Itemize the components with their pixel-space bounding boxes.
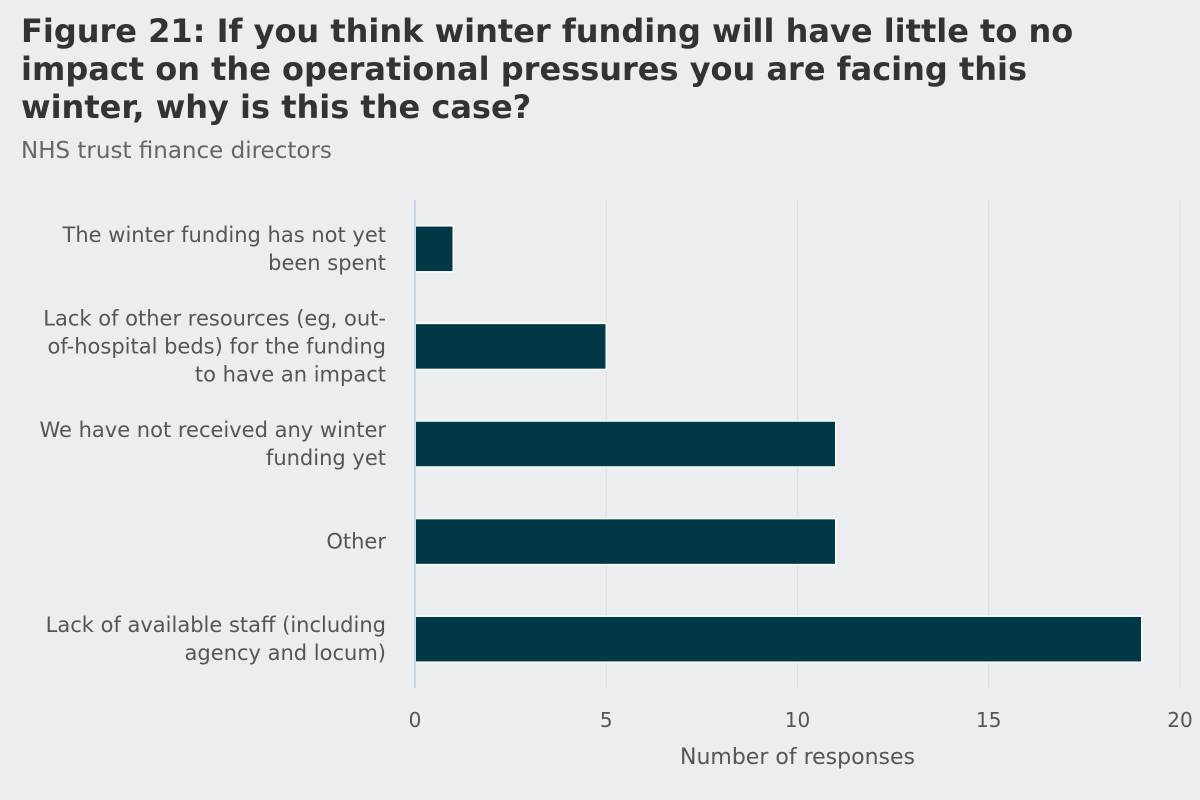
bar bbox=[414, 225, 454, 273]
x-axis-title: Number of responses bbox=[680, 745, 915, 770]
bar bbox=[414, 517, 837, 566]
bar bbox=[414, 420, 837, 468]
bars bbox=[414, 225, 1143, 663]
category-label: Lack of other resources (eg, out-of-hosp… bbox=[43, 306, 386, 386]
bar bbox=[414, 322, 607, 371]
bar bbox=[414, 615, 1143, 663]
chart-title: Figure 21: If you think winter funding w… bbox=[21, 12, 1074, 126]
category-label: We have not received any winter funding y… bbox=[39, 418, 386, 470]
x-tick-label: 15 bbox=[976, 708, 1001, 732]
x-tick-label: 5 bbox=[600, 708, 613, 732]
x-tick-labels: 0 5 10 15 20 bbox=[409, 708, 1193, 732]
x-tick-label: 0 bbox=[409, 708, 422, 732]
x-tick-label: 20 bbox=[1167, 708, 1192, 732]
category-labels: The winter funding has not yet been spent… bbox=[39, 223, 386, 665]
category-label: Other bbox=[326, 530, 386, 554]
category-label: The winter funding has not yet been spent bbox=[62, 223, 386, 275]
category-label: Lack of available staff (including agency… bbox=[46, 613, 386, 665]
x-tick-label: 10 bbox=[785, 708, 810, 732]
chart-subtitle: NHS trust finance directors bbox=[21, 138, 332, 164]
